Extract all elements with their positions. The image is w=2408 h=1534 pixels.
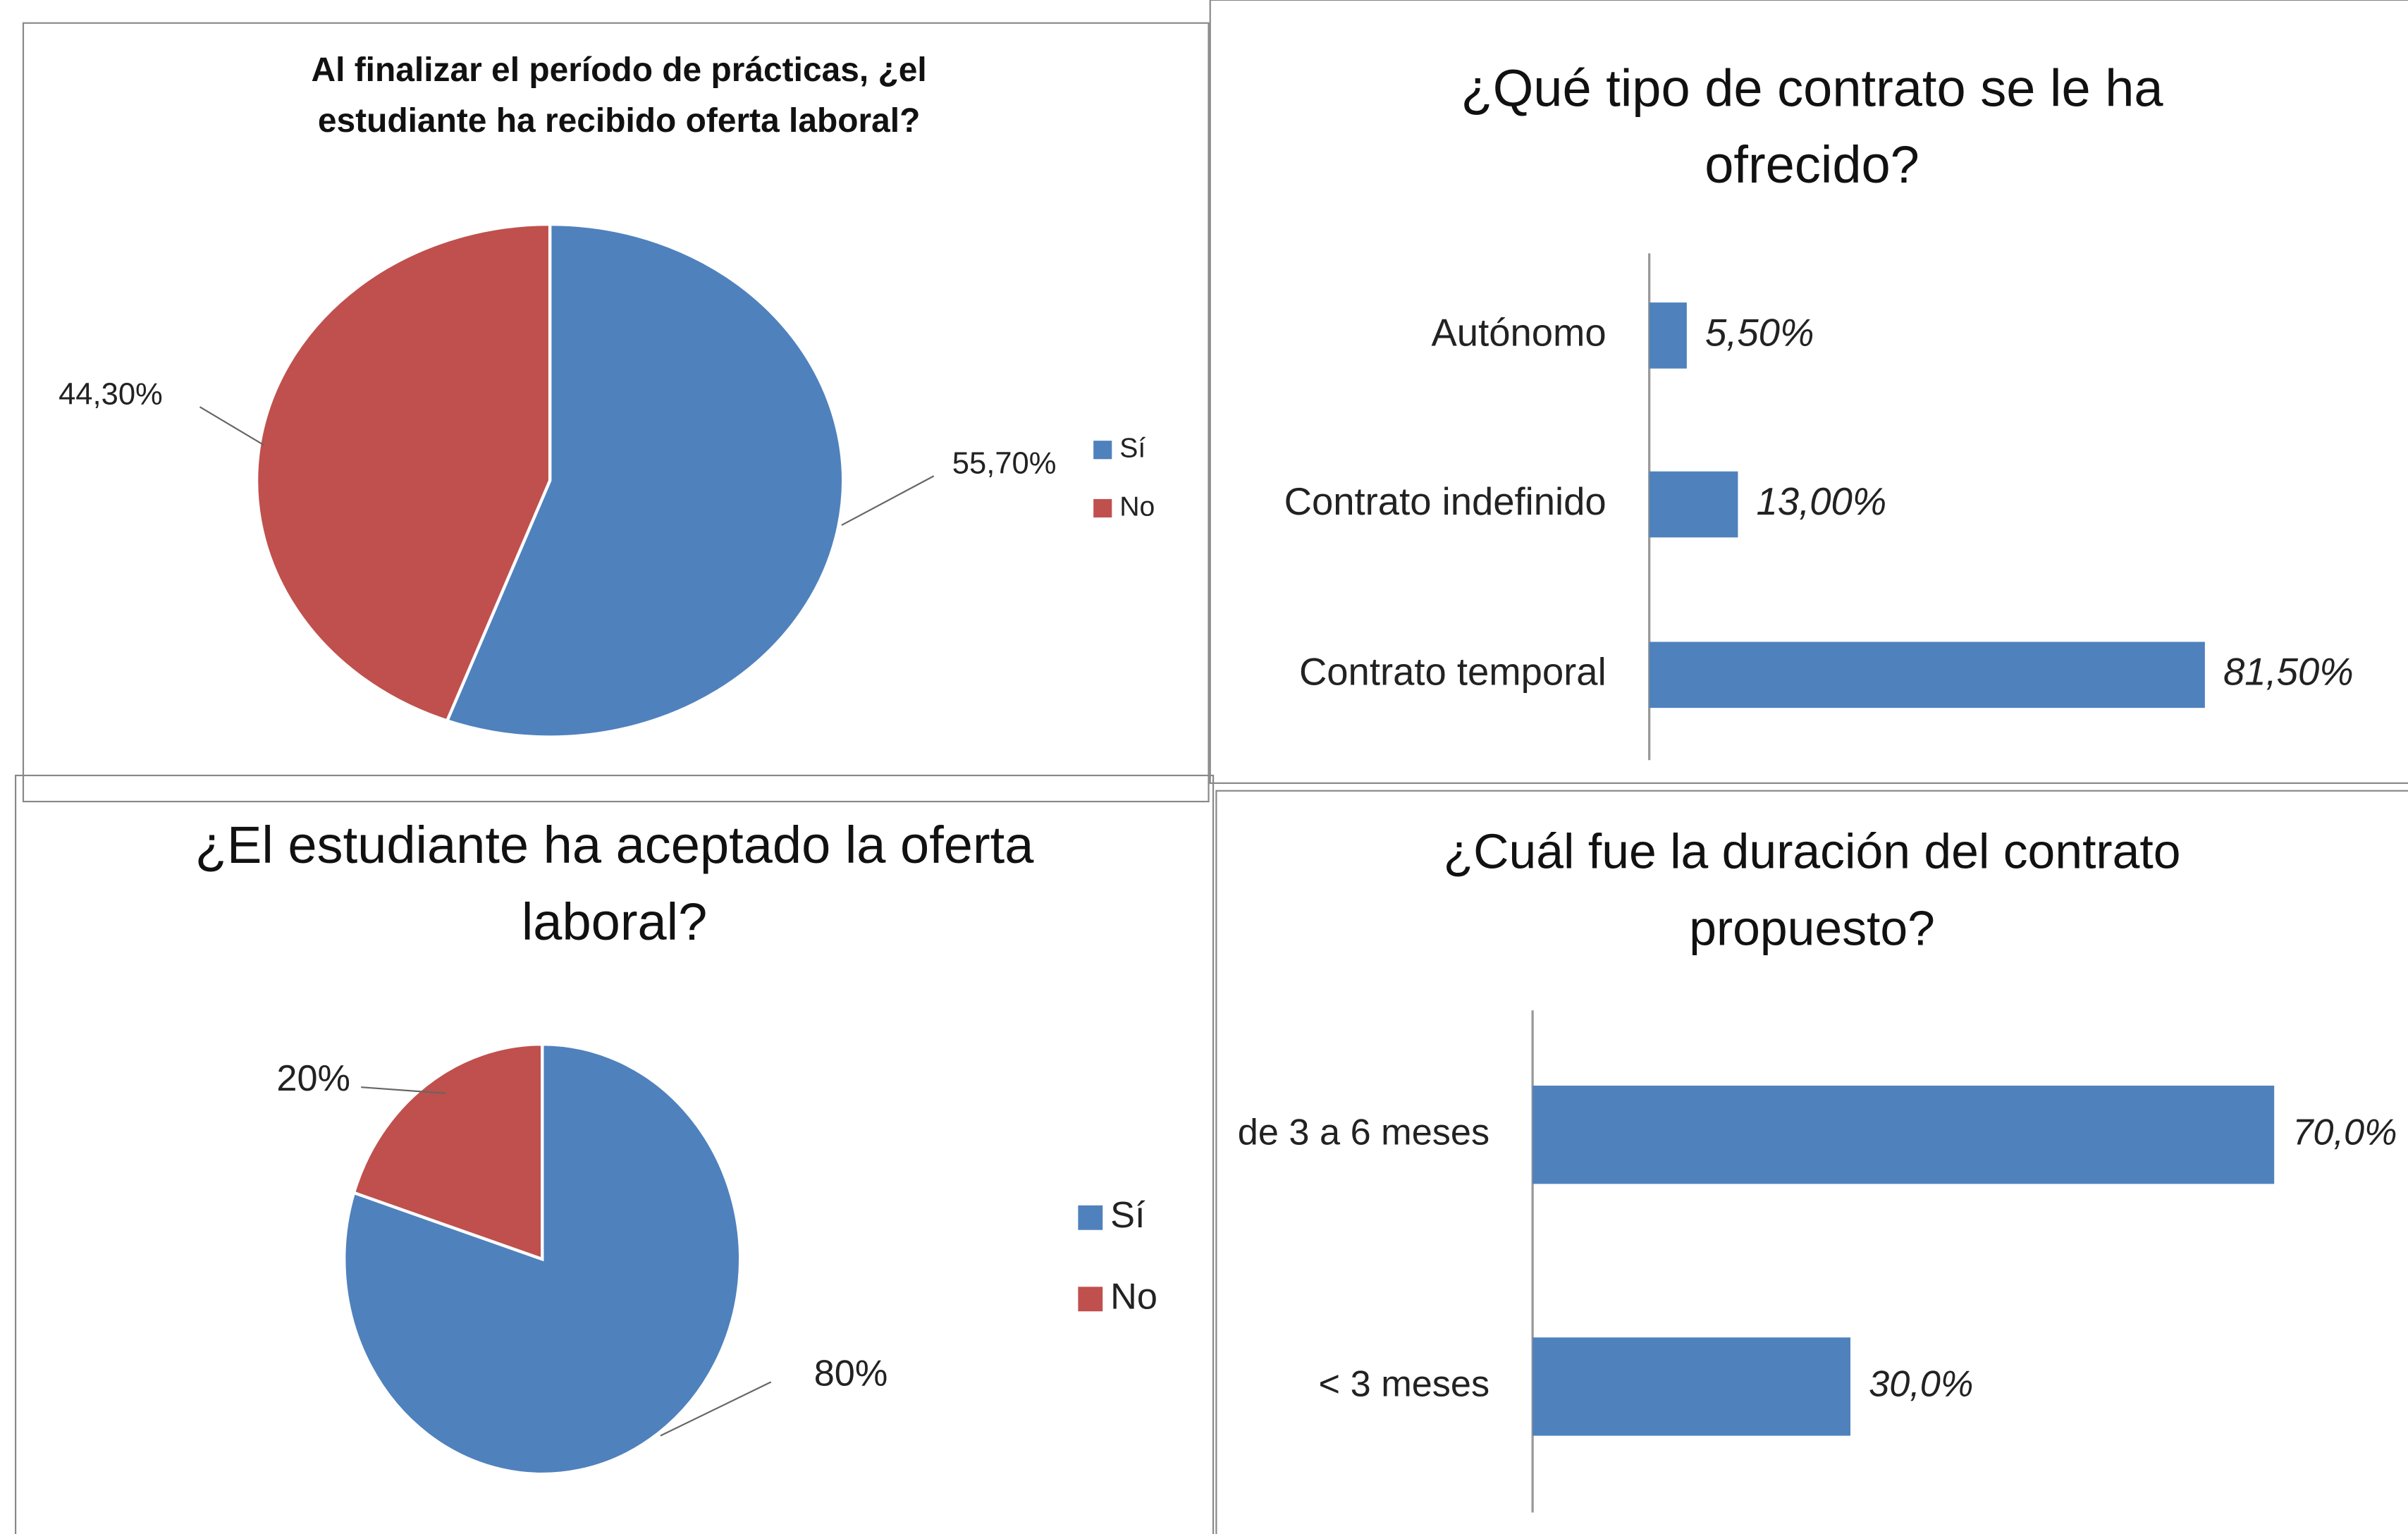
panel (1209, 0, 2408, 784)
category-label: Contrato temporal (1299, 651, 1607, 694)
chart-title: propuesto? (1689, 901, 1935, 956)
leader-line (660, 1381, 772, 1437)
bar (1649, 471, 1738, 538)
chart-title: ¿Cuál fue la duración del contrato (1444, 824, 2181, 879)
pie-slice (254, 222, 552, 723)
chart-title: ofrecido? (1704, 135, 1919, 194)
data-label: 81,50% (2223, 651, 2354, 694)
leader-line (361, 1086, 446, 1094)
legend-swatch (1093, 441, 1112, 460)
chart-title: ¿Qué tipo de contrato se le ha (1461, 59, 2163, 117)
data-label: 5,50% (1705, 311, 1814, 354)
data-label: 70,0% (2292, 1112, 2397, 1153)
data-label: 30,0% (1869, 1364, 1973, 1405)
legend-swatch (1093, 498, 1112, 518)
legend-label: No (1110, 1277, 1157, 1318)
legend-swatch (1078, 1205, 1103, 1230)
bar (1649, 642, 2205, 708)
leader-line (199, 406, 265, 446)
panel (1215, 790, 2408, 1534)
panel (15, 774, 1215, 1534)
chart-title: Al finalizar el período de prácticas, ¿e… (312, 51, 927, 89)
data-label: 80% (814, 1353, 888, 1394)
bar (1649, 302, 1687, 369)
pie-slice (352, 1042, 544, 1262)
chart-title: estudiante ha recibido oferta laboral? (318, 102, 921, 140)
category-label: Contrato indefinido (1284, 480, 1607, 523)
chart-title: laboral? (522, 892, 707, 951)
category-label: < 3 meses (1319, 1364, 1490, 1405)
category-label: de 3 a 6 meses (1238, 1112, 1489, 1153)
bar (1532, 1085, 2275, 1184)
legend-label: Sí (1119, 434, 1145, 464)
pie-slice (445, 222, 845, 739)
category-label: Autónomo (1432, 311, 1607, 354)
bar (1532, 1337, 1851, 1436)
data-label: 20% (276, 1058, 350, 1099)
chart-title: ¿El estudiante ha aceptado la oferta (195, 816, 1034, 874)
legend-label: Sí (1110, 1195, 1145, 1236)
legend-swatch (1078, 1287, 1103, 1312)
data-label: 55,70% (952, 446, 1057, 480)
panel (22, 22, 1210, 803)
data-label: 13,00% (1757, 480, 1887, 523)
leader-line (841, 475, 935, 526)
legend-label: No (1119, 491, 1155, 522)
data-label: 44,30% (59, 377, 163, 411)
